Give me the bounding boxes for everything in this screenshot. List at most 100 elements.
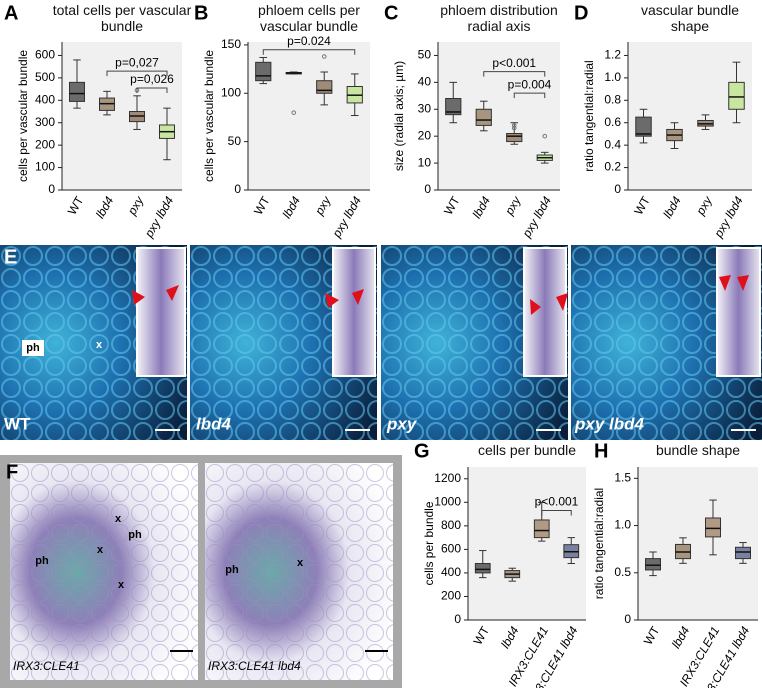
y-tick-label: 0.2	[604, 160, 621, 174]
chart-title: phloem cells per vascular bundle	[258, 2, 360, 34]
chart: 0 50 100 150 cells per vascular bundle WT lbd4…	[194, 2, 370, 241]
panel-letter: B	[194, 2, 208, 24]
box	[255, 61, 272, 82]
x-tick-label: WT	[251, 194, 273, 218]
y-tick-label: 1.2	[604, 48, 621, 62]
plot-background	[438, 42, 560, 190]
chart-title: bundle shape	[655, 442, 741, 458]
outlier	[511, 123, 517, 128]
chart-title: vascular bundle shape	[640, 2, 740, 34]
tissue-label: x	[115, 513, 122, 525]
genotype-label: pxy lbd4	[574, 414, 645, 433]
micrograph: lbd4	[190, 245, 377, 440]
plot-background	[638, 467, 758, 620]
y-tick-label: 1200	[434, 471, 461, 485]
x-tick-label: pxy	[124, 193, 146, 218]
genotype-label: lbd4	[196, 414, 231, 433]
micrograph: pxy lbd4	[571, 245, 762, 440]
box	[533, 519, 550, 539]
panel-letter: F	[6, 461, 18, 483]
x-tick-label: WT	[631, 194, 653, 218]
y-tick-label: 50	[418, 48, 432, 62]
tissue-label: x	[297, 557, 304, 569]
y-axis-label: cells per bundle	[422, 501, 436, 585]
y-tick-label: 0	[234, 182, 241, 196]
x-tick-label: lbd4	[660, 194, 684, 221]
y-tick-label: 300	[35, 115, 55, 129]
chart-title: phloem distribution radial axis	[440, 2, 558, 34]
y-tick-label: 400	[441, 565, 461, 579]
tissue-label: ph	[225, 564, 239, 576]
y-tick-label: 100	[221, 85, 241, 99]
y-tick-label: 0.6	[604, 115, 621, 129]
y-tick-label: 1.0	[604, 70, 621, 84]
significance-bracket	[106, 70, 168, 77]
significance-bracket	[541, 510, 572, 516]
y-axis-label: cells per vascular bundle	[16, 50, 30, 182]
x-tick-label: pxy lbd4	[519, 194, 554, 241]
y-tick-label: 0.8	[604, 92, 621, 106]
x-tick-label: pxy lbd4	[329, 194, 364, 241]
tissue-label: x	[96, 339, 103, 351]
y-tick-label: 200	[441, 589, 461, 603]
x-tick-label: pxy lbd4	[711, 194, 746, 241]
panel-letter: C	[384, 2, 398, 24]
x-tick-label: pxy lbd4	[141, 194, 176, 241]
y-tick-label: 1.5	[614, 471, 631, 485]
y-tick-label: 0.4	[604, 137, 621, 151]
significance-bracket	[136, 87, 168, 93]
x-tick-label: lbd4	[669, 624, 693, 651]
box	[445, 98, 462, 116]
y-tick-label: 800	[441, 518, 461, 532]
significance-bracket	[483, 71, 546, 77]
tissue-label: x	[97, 544, 104, 556]
x-tick-label: WT	[641, 624, 663, 648]
box	[728, 81, 745, 110]
box	[316, 80, 333, 94]
y-tick-label: 0	[424, 182, 431, 196]
outlier	[291, 110, 297, 115]
genotype-label: WT	[4, 414, 31, 433]
y-tick-label: 150	[221, 37, 241, 51]
y-tick-label: 1000	[434, 494, 461, 508]
y-tick-label: 0.5	[614, 565, 631, 579]
y-axis-label: size (radial axis; µm)	[392, 61, 406, 171]
box	[635, 116, 652, 137]
p-value: p=0,026	[130, 72, 174, 86]
box	[475, 108, 492, 126]
x-tick-label: WT	[65, 194, 87, 218]
plot-background	[468, 467, 586, 620]
y-tick-label: 600	[35, 48, 55, 62]
y-tick-label: 400	[35, 92, 55, 106]
y-tick-label: 10	[418, 155, 432, 169]
box	[506, 132, 523, 143]
section-image: ph ph x x x IRX3:CLE41	[10, 463, 198, 680]
tissue-label: x	[118, 579, 125, 591]
y-tick-label: 0	[624, 612, 631, 626]
micrograph-panel: ph x WT lbd4 pxy pxy lbd4 E	[0, 245, 762, 440]
y-tick-label: 200	[35, 137, 55, 151]
y-tick-label: 50	[228, 134, 242, 148]
micrograph: pxy	[381, 245, 568, 440]
x-tick-label: lbd4	[280, 194, 304, 221]
section-panel: ph ph x x x IRX3:CLE41 ph x IRX3:CLE41 l…	[0, 455, 402, 688]
x-tick-label: lbd4	[470, 194, 494, 221]
tissue-label: ph	[35, 555, 49, 567]
box	[735, 546, 751, 560]
panel-letter: E	[4, 246, 17, 268]
y-tick-label: 1.0	[614, 518, 631, 532]
p-value: p<0.001	[492, 56, 536, 70]
section-image: ph x IRX3:CLE41 lbd4	[205, 463, 393, 680]
outlier	[511, 125, 517, 131]
plot-background	[628, 42, 752, 190]
panel-letter: G	[414, 440, 430, 462]
y-axis-label: ratio tangential:radial	[592, 488, 606, 599]
x-tick-label: pxy	[312, 193, 334, 218]
y-tick-label: 600	[441, 542, 461, 556]
chart-title: total cells per vascular bundle	[52, 2, 192, 34]
y-tick-label: 0	[614, 182, 621, 196]
panel-letter: D	[574, 2, 588, 24]
